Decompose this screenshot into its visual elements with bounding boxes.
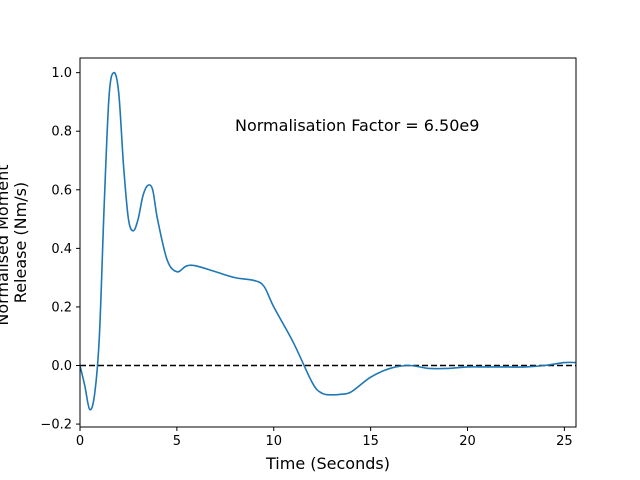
y-tick-label: 0.0 [51,359,72,374]
plot-area [80,71,576,411]
x-tick-label: 10 [265,434,282,449]
series-line-0 [80,71,576,411]
y-tick-label: −0.2 [40,418,72,433]
y-tick-label: 0.4 [51,242,72,257]
x-tick-label: 5 [173,434,181,449]
axes-frame [79,57,577,428]
y-axis-label: Normalised Moment Release (Nm/s) [0,159,30,325]
normalisation-annotation: Normalisation Factor = 6.50e9 [235,116,479,135]
x-tick-label: 15 [362,434,379,449]
y-axis-label-line-1: Normalised Moment [0,164,12,325]
y-tick-label: 1.0 [51,66,72,81]
y-axis-label-line-2: Release (Nm/s) [11,182,30,303]
y-tick-label: 0.2 [51,300,72,315]
x-tick-label: 20 [459,434,476,449]
y-axis-ticks: −0.2 0.0 0.2 0.4 0.6 0.8 1.0 [40,66,80,433]
y-tick-label: 0.8 [51,125,72,140]
x-tick-label: 25 [556,434,573,449]
x-tick-label: 0 [76,434,84,449]
x-axis-ticks: 0 5 10 15 20 25 [76,427,573,449]
y-tick-label: 0.6 [51,183,72,198]
x-axis-label: Time (Seconds) [265,454,390,473]
